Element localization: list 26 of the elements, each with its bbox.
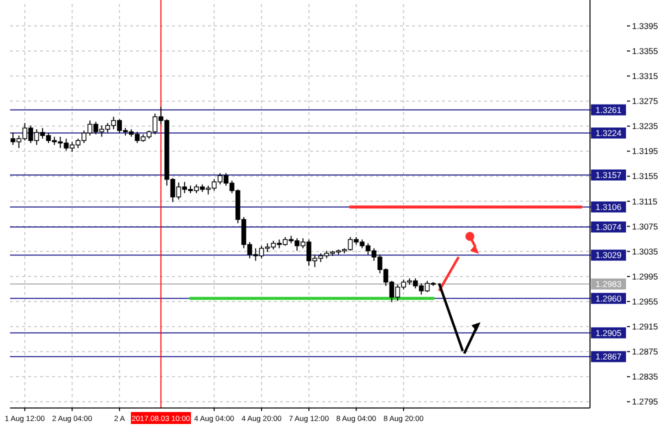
y-tick-label: 1.2915 — [632, 322, 658, 332]
ref-line-label: 1.3224 — [596, 128, 622, 138]
ref-line-label: 1.3074 — [596, 222, 622, 232]
y-tick-label: 1.3315 — [632, 71, 658, 82]
ref-line-label: 1.3261 — [596, 104, 622, 115]
y-tick-label: 1.2875 — [632, 346, 658, 357]
ref-line-label: 1.2960 — [596, 293, 622, 304]
ref-line-label: 1.2983 — [596, 278, 622, 289]
y-tick-label: 1.2795 — [632, 396, 658, 407]
y-tick-label: 1.3395 — [632, 20, 658, 31]
y-tick-label: 1.3115 — [632, 196, 658, 206]
y-tick-label: 1.3075 — [632, 221, 658, 232]
ref-line-label: 1.3157 — [596, 170, 622, 180]
y-tick-label: 1.3195 — [632, 146, 658, 156]
ref-line-label: 1.2905 — [596, 328, 622, 338]
y-tick-label: 1.3035 — [632, 246, 658, 256]
y-tick-label: 1.2835 — [632, 372, 658, 382]
y-tick-label: 1.3155 — [632, 171, 658, 182]
y-tick-label: 1.2955 — [632, 296, 658, 306]
ref-line-label: 1.2867 — [596, 352, 622, 362]
ref-line-label: 1.3029 — [596, 250, 622, 260]
y-tick-label: 1.2995 — [632, 271, 658, 282]
y-tick-label: 1.3235 — [632, 121, 658, 132]
y-tick-label: 1.3275 — [632, 96, 658, 106]
ref-line-label: 1.3106 — [596, 202, 622, 212]
y-tick-label: 1.3355 — [632, 46, 658, 56]
